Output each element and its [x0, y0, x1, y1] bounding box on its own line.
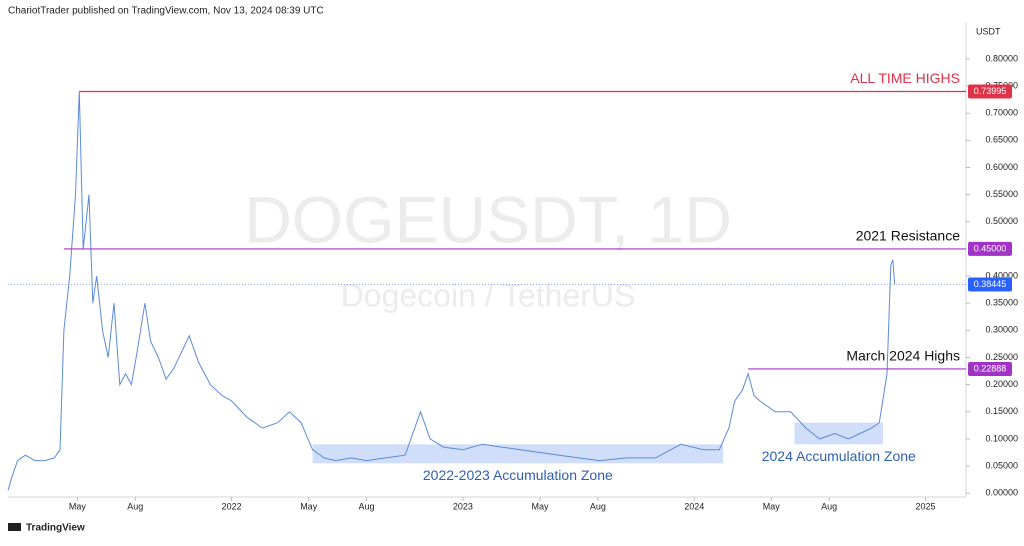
y-tick-label: 0.35000 [985, 298, 1018, 308]
zone [794, 422, 884, 445]
x-tick-label: Aug [590, 501, 606, 511]
y-tick-label: 0.80000 [985, 53, 1018, 63]
price-tag-label: 0.73995 [974, 86, 1007, 96]
axis-unit: USDT [976, 26, 1001, 36]
price-tag-label: 0.45000 [974, 243, 1007, 253]
level-label: March 2024 Highs [846, 348, 960, 364]
footer: TradingView [26, 523, 85, 534]
x-tick-label: 2023 [453, 501, 473, 511]
price-line [7, 91, 896, 491]
x-tick-label: May [763, 501, 781, 511]
y-tick-label: 0.20000 [985, 379, 1018, 389]
y-tick-label: 0.30000 [985, 325, 1018, 335]
y-tick-label: 0.55000 [985, 189, 1018, 199]
x-tick-label: 2022 [222, 501, 242, 511]
x-tick-label: Aug [821, 501, 837, 511]
zone-label: 2024 Accumulation Zone [762, 448, 916, 464]
y-tick-label: 0.10000 [985, 433, 1018, 443]
y-tick-label: 0.70000 [985, 108, 1018, 118]
x-tick-label: May [300, 501, 318, 511]
x-tick-label: Aug [359, 501, 375, 511]
price-tag-label: 0.38445 [974, 279, 1007, 289]
x-tick-label: May [532, 501, 550, 511]
level-label: 2021 Resistance [856, 228, 961, 244]
y-tick-label: 0.05000 [985, 460, 1018, 470]
header: ChariotTrader published on TradingView.c… [8, 6, 324, 17]
zone [312, 444, 724, 464]
price-tag-label: 0.22888 [974, 363, 1007, 373]
x-tick-label: Aug [127, 501, 143, 511]
price-tag [968, 241, 1012, 256]
x-tick-label: 2024 [684, 501, 704, 511]
watermark-subtitle: Dogecoin / TetherUS [341, 277, 636, 313]
zone-label: 2022-2023 Accumulation Zone [423, 467, 613, 483]
price-tag [968, 84, 1012, 99]
price-tag [968, 277, 1012, 292]
logo [8, 523, 21, 531]
y-tick-label: 0.60000 [985, 162, 1018, 172]
y-tick-label: 0.15000 [985, 406, 1018, 416]
x-tick-label: 2025 [916, 501, 936, 511]
level-label: ALL TIME HIGHS [850, 70, 960, 86]
y-tick-label: 0.25000 [985, 352, 1018, 362]
watermark-title: DOGEUSDT, 1D [244, 182, 732, 256]
y-tick-label: 0.40000 [985, 270, 1018, 280]
y-tick-label: 0.50000 [985, 216, 1018, 226]
y-tick-label: 0.00000 [985, 488, 1018, 498]
x-tick-label: May [69, 501, 87, 511]
y-tick-label: 0.65000 [985, 135, 1018, 145]
price-tag [968, 361, 1012, 376]
